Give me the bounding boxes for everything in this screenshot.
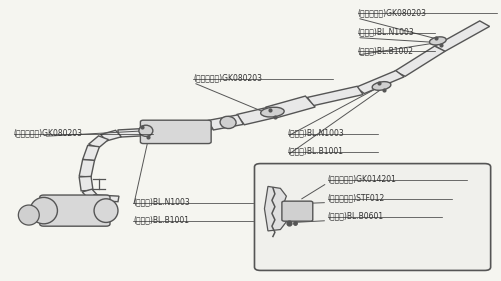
FancyBboxPatch shape — [40, 195, 110, 226]
Text: (ボルト)BL.B0601: (ボルト)BL.B0601 — [328, 211, 384, 221]
Polygon shape — [356, 71, 404, 94]
Polygon shape — [89, 136, 109, 148]
Text: (ボルト)BL.B1001: (ボルト)BL.B1001 — [288, 146, 344, 155]
Polygon shape — [265, 186, 287, 231]
Text: (メクラふた)STF012: (メクラふた)STF012 — [328, 193, 385, 202]
Polygon shape — [93, 195, 119, 202]
Text: (ボルト)BL.B1002: (ボルト)BL.B1002 — [358, 46, 414, 55]
Text: (ガスケット)GK080203: (ガスケット)GK080203 — [193, 74, 262, 83]
Polygon shape — [208, 115, 243, 130]
Polygon shape — [79, 176, 93, 191]
Text: (ガスケット)GK080203: (ガスケット)GK080203 — [358, 8, 427, 17]
Polygon shape — [83, 145, 99, 161]
Ellipse shape — [139, 125, 153, 136]
Ellipse shape — [429, 37, 446, 45]
Text: (ガスケット)GK080203: (ガスケット)GK080203 — [14, 128, 83, 137]
Ellipse shape — [261, 107, 284, 117]
Polygon shape — [118, 128, 144, 137]
Ellipse shape — [372, 82, 391, 90]
Text: (ナット)BL.N1003: (ナット)BL.N1003 — [288, 128, 345, 137]
Polygon shape — [236, 108, 274, 125]
Ellipse shape — [30, 197, 58, 224]
Polygon shape — [79, 160, 95, 177]
Text: (ナット)BL.N1003: (ナット)BL.N1003 — [358, 28, 414, 37]
FancyBboxPatch shape — [255, 164, 490, 270]
FancyBboxPatch shape — [282, 201, 313, 221]
Polygon shape — [82, 189, 98, 199]
Polygon shape — [101, 130, 121, 141]
Polygon shape — [309, 202, 349, 214]
Polygon shape — [307, 86, 363, 106]
Polygon shape — [395, 46, 445, 76]
Text: (ボルト)BL.B1001: (ボルト)BL.B1001 — [133, 216, 189, 225]
FancyBboxPatch shape — [140, 120, 211, 144]
Text: (ガスケット)GK014201: (ガスケット)GK014201 — [328, 174, 397, 183]
Polygon shape — [177, 121, 212, 133]
Ellipse shape — [19, 205, 39, 225]
Polygon shape — [435, 21, 489, 51]
Text: (ナット)BL.N1003: (ナット)BL.N1003 — [133, 198, 190, 207]
Ellipse shape — [94, 199, 118, 223]
Polygon shape — [266, 96, 315, 118]
Ellipse shape — [220, 116, 236, 128]
